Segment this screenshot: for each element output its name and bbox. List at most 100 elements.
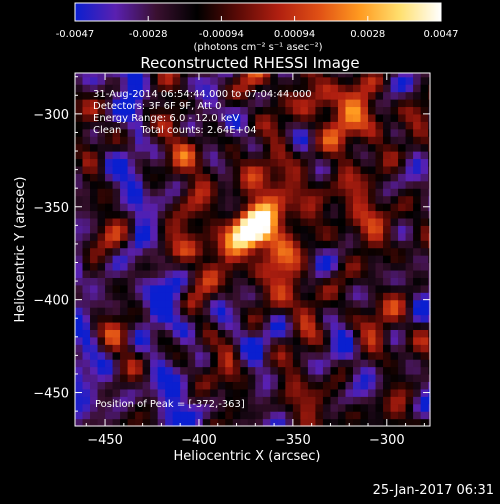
heatmap-cell xyxy=(105,217,114,226)
heatmap-cell xyxy=(240,292,249,301)
heatmap-cell xyxy=(82,269,91,278)
heatmap-cell xyxy=(127,106,136,115)
heatmap-cell xyxy=(383,180,392,189)
heatmap-cell xyxy=(428,165,431,174)
heatmap-cell xyxy=(157,255,166,264)
heatmap-cell xyxy=(112,128,121,137)
heatmap-cell xyxy=(210,99,219,108)
heatmap-cell xyxy=(225,165,234,174)
heatmap-cell xyxy=(150,113,159,122)
heatmap-cell xyxy=(360,277,369,286)
heatmap-cell xyxy=(105,143,114,152)
heatmap-cell xyxy=(172,225,181,234)
heatmap-cell xyxy=(120,73,129,78)
heatmap-cell xyxy=(195,307,204,316)
heatmap-cell xyxy=(255,240,264,249)
heatmap-cell xyxy=(375,336,384,345)
heatmap-cell xyxy=(300,269,309,278)
heatmap-cell xyxy=(240,373,249,383)
heatmap-cell xyxy=(413,217,422,226)
heatmap-cell xyxy=(330,247,339,256)
heatmap-cell xyxy=(120,121,129,130)
heatmap-cell xyxy=(202,165,211,174)
heatmap-cell xyxy=(97,351,106,360)
heatmap-cell xyxy=(195,262,204,271)
heatmap-cell xyxy=(360,351,369,360)
heatmap-cell xyxy=(420,247,429,256)
heatmap-cell xyxy=(420,91,429,100)
heatmap-cell xyxy=(383,84,392,93)
heatmap-cell xyxy=(352,307,362,316)
heatmap-cell xyxy=(300,180,309,189)
heatmap-cell xyxy=(195,344,204,353)
heatmap-cell xyxy=(142,113,151,122)
heatmap-cell xyxy=(352,388,362,397)
heatmap-cell xyxy=(217,314,226,323)
heatmap-cell xyxy=(262,307,271,316)
heatmap-cell xyxy=(240,158,249,167)
heatmap-cell xyxy=(135,396,144,405)
heatmap-cell xyxy=(255,84,264,93)
heatmap-cell xyxy=(255,76,264,85)
heatmap-cell xyxy=(270,277,279,286)
heatmap-cell xyxy=(180,299,189,308)
heatmap-cell xyxy=(390,188,399,197)
heatmap-cell xyxy=(337,106,347,115)
heatmap-cell xyxy=(195,240,204,249)
heatmap-cell xyxy=(195,321,204,330)
heatmap-cell xyxy=(112,106,121,115)
heatmap-cell xyxy=(120,396,129,405)
heatmap-cell xyxy=(165,210,174,219)
heatmap-cell xyxy=(330,217,339,226)
heatmap-cell xyxy=(180,381,189,390)
heatmap-cell xyxy=(165,113,174,122)
heatmap-cell xyxy=(262,336,271,345)
heatmap-cell xyxy=(225,173,234,182)
heatmap-cell xyxy=(255,396,264,405)
heatmap-cell xyxy=(322,106,332,115)
heatmap-cell xyxy=(255,284,264,293)
heatmap-cell xyxy=(398,359,407,368)
heatmap-cell xyxy=(142,381,151,390)
heatmap-cell xyxy=(307,292,317,301)
heatmap-cell xyxy=(255,225,264,234)
heatmap-cell xyxy=(97,277,106,286)
heatmap-cell xyxy=(232,173,241,182)
heatmap-cell xyxy=(180,113,189,122)
heatmap-cell xyxy=(337,336,347,345)
heatmap-cell xyxy=(383,113,392,122)
heatmap-cell xyxy=(330,113,339,122)
heatmap-cell xyxy=(352,411,362,420)
heatmap-cell xyxy=(127,299,136,308)
heatmap-cell xyxy=(120,321,129,330)
heatmap-cell xyxy=(172,329,181,338)
heatmap-cell xyxy=(345,366,354,375)
heatmap-cell xyxy=(180,307,189,316)
heatmap-cell xyxy=(157,143,166,152)
heatmap-cell xyxy=(195,173,204,182)
heatmap-cell xyxy=(172,128,181,137)
heatmap-cell xyxy=(202,381,211,390)
heatmap-cell xyxy=(420,113,429,122)
heatmap-cell xyxy=(255,277,264,286)
heatmap-cell xyxy=(112,136,121,145)
heatmap-cell xyxy=(337,388,347,397)
heatmap-cell xyxy=(390,359,399,368)
heatmap-cell xyxy=(210,203,219,212)
heatmap-cell xyxy=(172,195,181,204)
heatmap-cell xyxy=(300,247,309,256)
heatmap-cell xyxy=(82,277,91,286)
heatmap-cell xyxy=(255,232,264,241)
heatmap-cell xyxy=(120,388,129,397)
heatmap-cell xyxy=(300,73,309,78)
heatmap-cell xyxy=(172,336,181,345)
colorbar-tick-label: 0.00094 xyxy=(274,29,315,40)
heatmap-cell xyxy=(195,314,204,323)
heatmap-cell xyxy=(142,344,151,353)
heatmap-cell xyxy=(352,136,362,145)
heatmap-cell xyxy=(120,225,129,234)
heatmap-cell xyxy=(413,113,422,122)
heatmap-cell xyxy=(82,373,91,383)
heatmap-cell xyxy=(187,121,196,130)
heatmap-cell xyxy=(277,269,286,278)
